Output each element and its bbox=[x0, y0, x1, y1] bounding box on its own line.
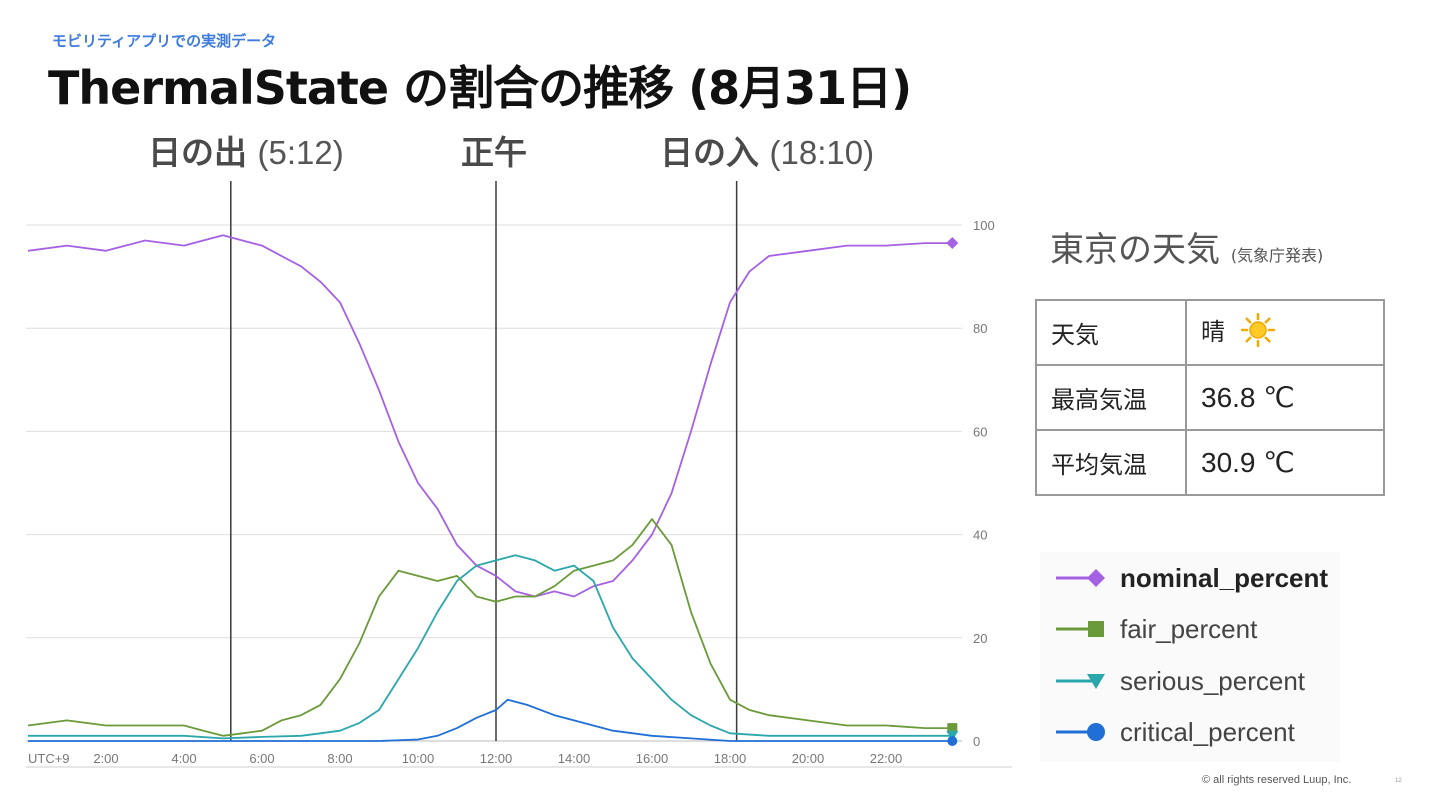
sun-icon bbox=[1240, 312, 1275, 353]
table-row: 最高気温 36.8 ℃ bbox=[1035, 364, 1385, 431]
legend-label: critical_percent bbox=[1120, 716, 1295, 747]
legend-item-fair: fair_percent bbox=[1054, 614, 1257, 644]
legend-triangle-icon bbox=[1056, 674, 1105, 689]
weather-key: 最高気温 bbox=[1035, 364, 1187, 431]
y-tick-label: 20 bbox=[973, 631, 987, 646]
x-tick-label: 2:00 bbox=[93, 751, 118, 766]
series-end-marker bbox=[947, 723, 958, 734]
noon-label: 正午 bbox=[461, 126, 527, 174]
x-tick-label: 6:00 bbox=[249, 751, 274, 766]
sunset-time: (18:10) bbox=[769, 134, 875, 171]
table-row: 平均気温 30.9 ℃ bbox=[1035, 429, 1385, 496]
table-row: 天気 晴 bbox=[1035, 299, 1385, 366]
chart-series bbox=[27, 234, 959, 746]
page-subtitle: モビリティアプリでの実測データ bbox=[52, 32, 277, 50]
series-line-fair_percent bbox=[27, 518, 953, 737]
y-tick-label: 40 bbox=[973, 528, 987, 543]
x-tick-label: 18:00 bbox=[714, 751, 747, 766]
y-tick-label: 0 bbox=[973, 734, 980, 749]
x-tick-label: 8:00 bbox=[327, 751, 352, 766]
x-tick-label: 10:00 bbox=[402, 751, 435, 766]
series-line-serious_percent bbox=[28, 554, 953, 740]
noon-label-text: 正午 bbox=[461, 133, 527, 172]
weather-source: (気象庁発表) bbox=[1230, 246, 1324, 265]
series-end-marker bbox=[946, 237, 959, 250]
series-line-critical_percent bbox=[28, 698, 953, 742]
y-tick-label: 100 bbox=[973, 218, 995, 233]
series-line-nominal_percent bbox=[27, 234, 953, 598]
sunset-label: 日の入 (18:10) bbox=[660, 126, 874, 174]
legend-label: serious_percent bbox=[1120, 665, 1305, 696]
weather-title: 東京の天気 (気象庁発表) bbox=[1050, 222, 1323, 271]
avg-temperature: 30.9 ℃ bbox=[1185, 429, 1385, 496]
y-tick-label: 80 bbox=[973, 321, 987, 336]
y-tick-label: 60 bbox=[973, 424, 987, 439]
legend-circle-icon bbox=[1056, 723, 1105, 741]
sunrise-label-text: 日の出 bbox=[148, 133, 247, 172]
page-number: 12 bbox=[1395, 778, 1402, 784]
x-tick-label: 16:00 bbox=[636, 751, 669, 766]
legend-item-serious: serious_percent bbox=[1054, 666, 1305, 696]
max-temperature: 36.8 ℃ bbox=[1185, 364, 1385, 431]
weather-key: 平均気温 bbox=[1035, 429, 1187, 496]
legend-square-icon bbox=[1056, 621, 1104, 637]
x-tick-label: 14:00 bbox=[558, 751, 591, 766]
weather-table: 天気 晴 最高気温 36.8 ℃ 平均気温 30.9 ℃ bbox=[1035, 299, 1385, 496]
legend-diamond-icon bbox=[1056, 569, 1105, 587]
legend-item-critical: critical_percent bbox=[1054, 717, 1295, 747]
chart-legend: nominal_percent fair_percent serious_per… bbox=[1040, 552, 1340, 762]
legend-item-nominal: nominal_percent bbox=[1054, 563, 1328, 593]
chart-axes: 0 20 40 60 80 100 UTC+9 2:00 4:00 6:00 8:00 10:00 12… bbox=[26, 218, 1012, 768]
series-end-marker bbox=[947, 736, 958, 746]
x-tick-label: 4:00 bbox=[171, 751, 196, 766]
time-marker-lines bbox=[230, 181, 738, 741]
weather-condition: 晴 bbox=[1201, 318, 1225, 346]
chart-grid bbox=[26, 224, 962, 742]
thermal-state-line-chart: 0 20 40 60 80 100 UTC+9 2:00 4:00 6:00 8:00 10:00 12… bbox=[26, 181, 1012, 768]
sunrise-label: 日の出 (5:12) bbox=[148, 126, 344, 174]
copyright-text: © all rights reserved Luup, Inc. bbox=[1202, 774, 1352, 786]
sunrise-time: (5:12) bbox=[257, 134, 344, 171]
weather-key: 天気 bbox=[1035, 299, 1187, 366]
legend-label: fair_percent bbox=[1120, 613, 1258, 644]
x-tick-label: 20:00 bbox=[792, 751, 825, 766]
x-tick-label: 12:00 bbox=[480, 751, 513, 766]
weather-value: 晴 bbox=[1185, 299, 1385, 366]
legend-label: nominal_percent bbox=[1120, 562, 1329, 593]
series-end-marker bbox=[946, 730, 959, 741]
x-tick-label: 22:00 bbox=[870, 751, 903, 766]
x-tick-label: UTC+9 bbox=[28, 751, 70, 766]
weather-title-text: 東京の天気 bbox=[1050, 230, 1220, 270]
page-title: ThermalState の割合の推移 (8月31日) bbox=[48, 61, 912, 115]
sunset-label-text: 日の入 bbox=[660, 133, 759, 172]
